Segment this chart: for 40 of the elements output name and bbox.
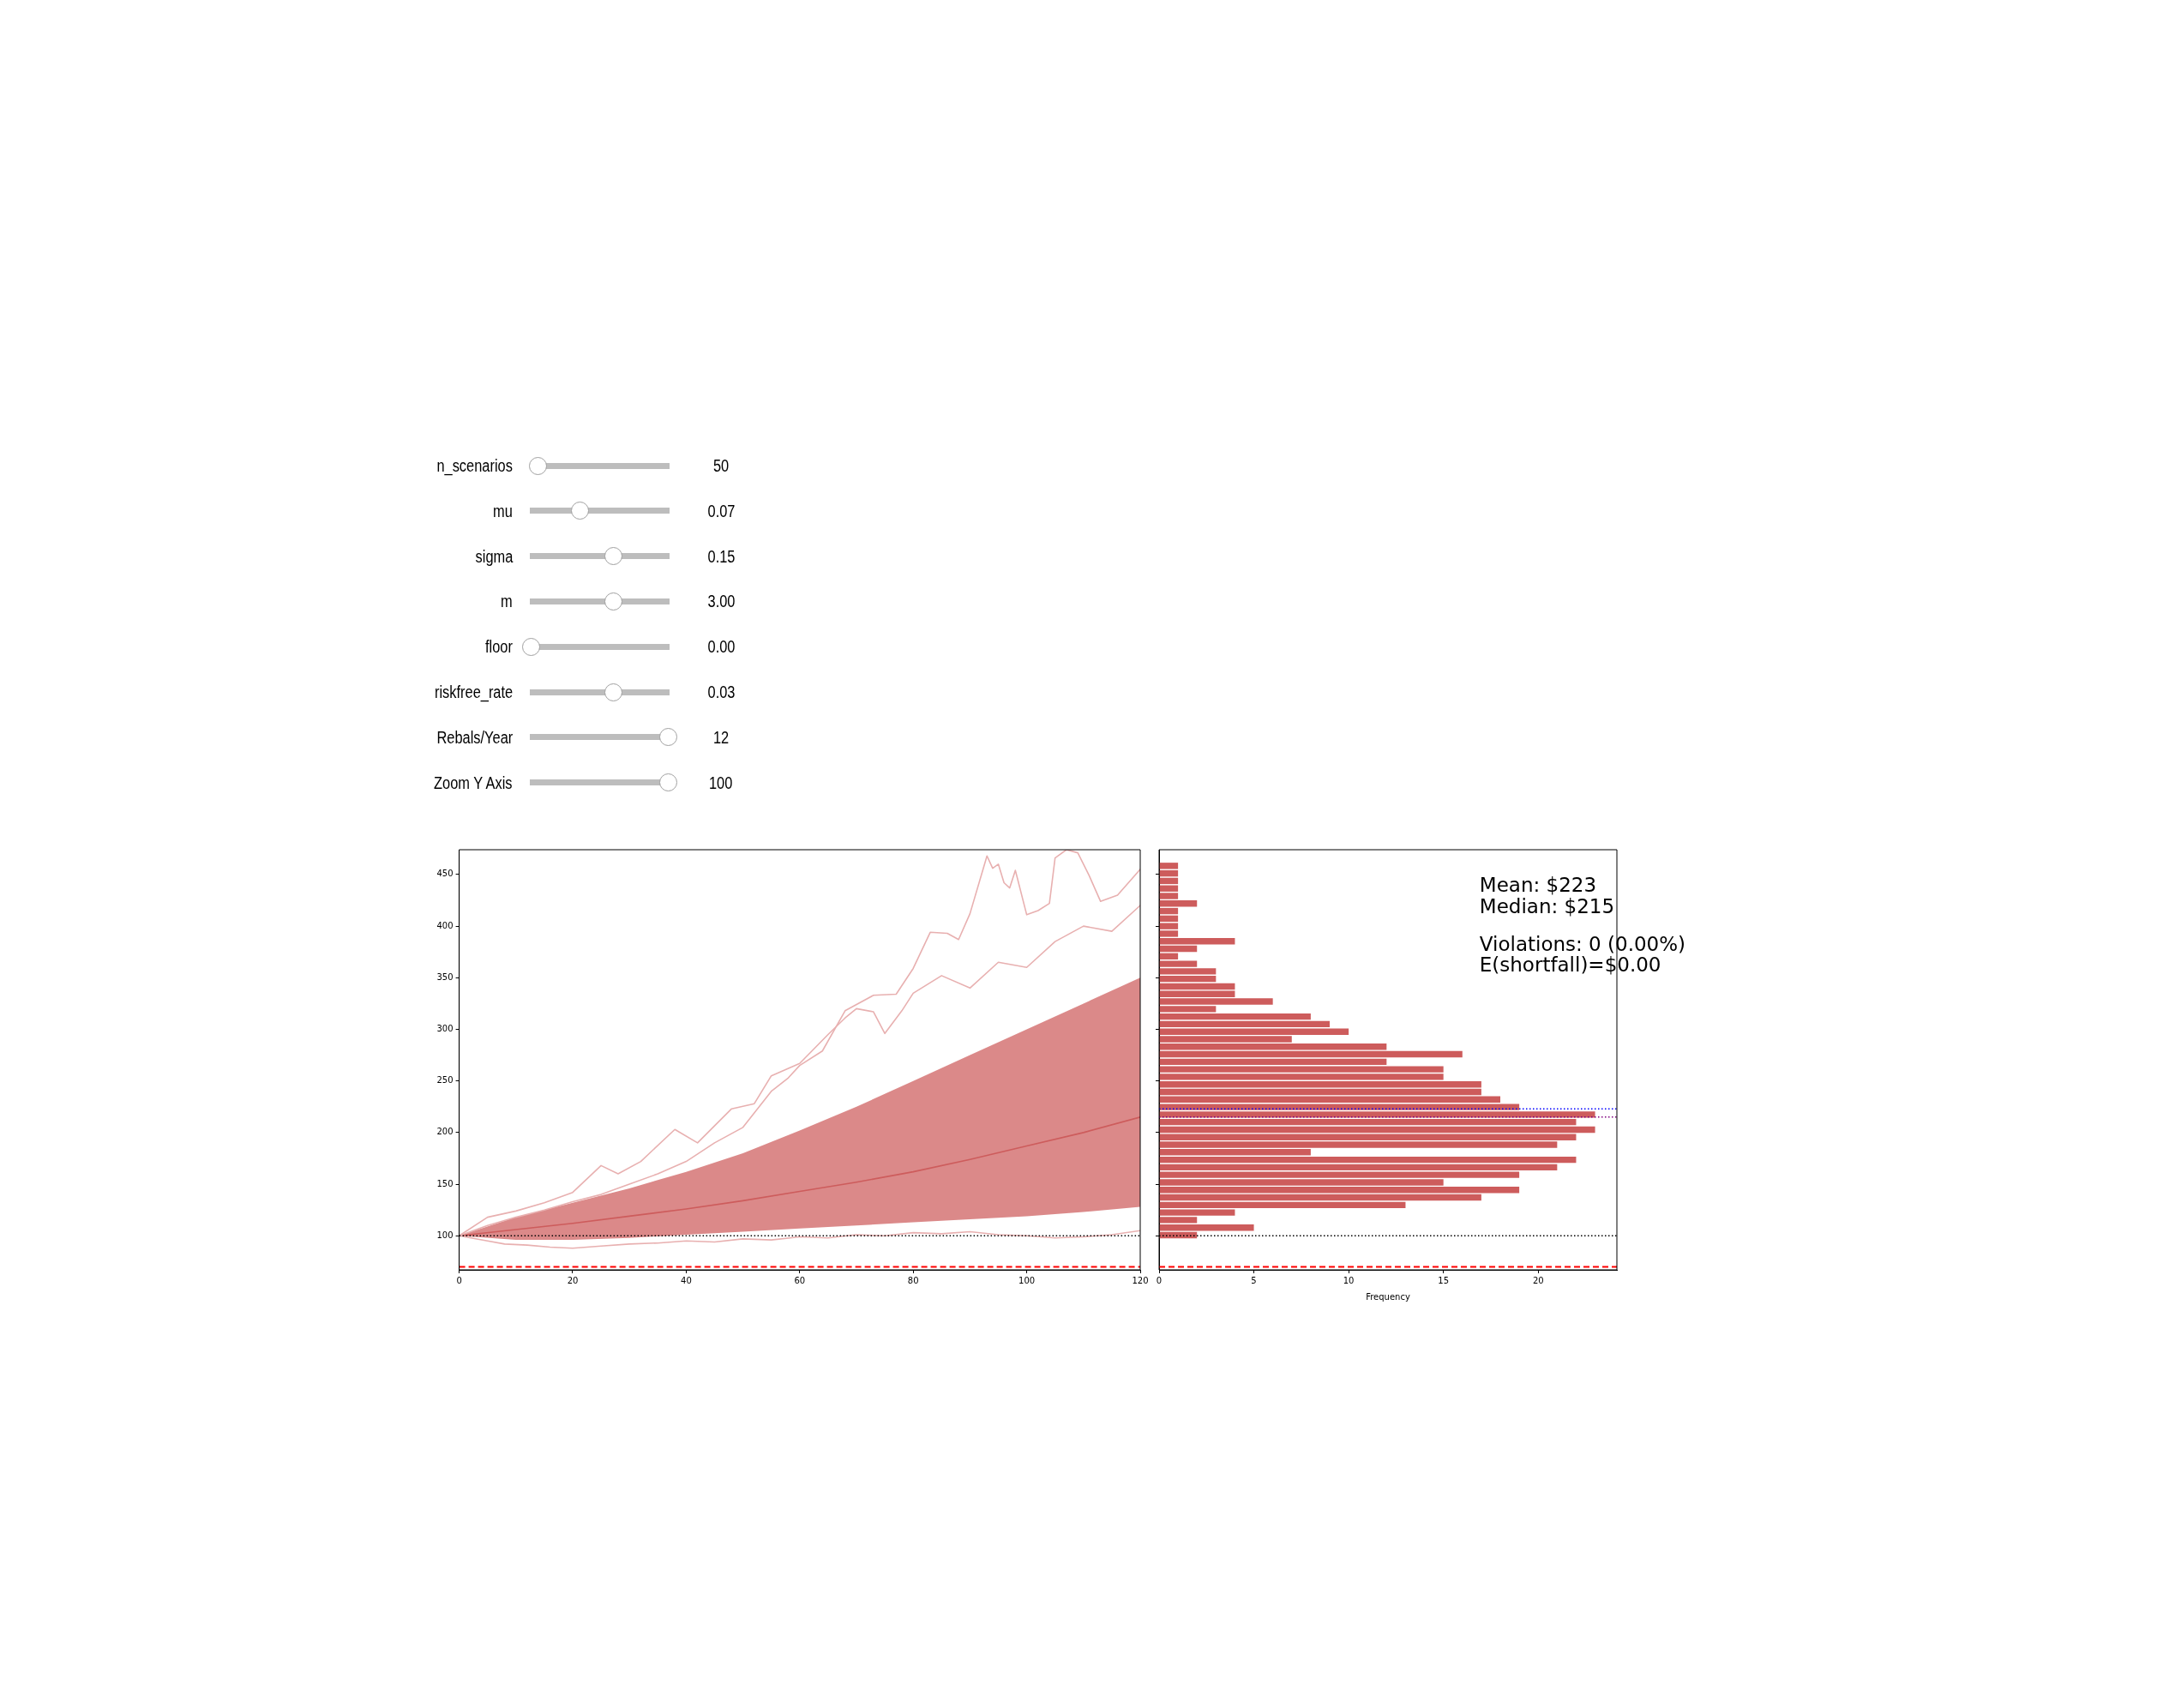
x-tick-label: 120	[1132, 1275, 1149, 1285]
x-tick-label: 0	[1156, 1275, 1163, 1285]
category-label: Rebals/Year	[436, 727, 513, 747]
x-tick-label: 20	[1532, 1275, 1544, 1285]
x-tick-label: 0	[456, 1275, 462, 1285]
x-tick-label: 60	[794, 1275, 806, 1285]
x-tick-label: 80	[907, 1275, 919, 1285]
text: 0.07	[707, 501, 735, 520]
x-tick-label: 15	[1438, 1275, 1450, 1285]
category-label: n_scenarios	[436, 456, 513, 475]
text: 3.00	[707, 592, 735, 611]
y-tick-label: 150	[436, 1178, 454, 1188]
annotation: Median: $215	[1479, 894, 1615, 917]
category-label: Zoom Y Axis	[434, 773, 513, 792]
text: 0.15	[707, 546, 735, 566]
x-tick-label: 40	[681, 1275, 692, 1285]
text: 0.03	[707, 683, 735, 701]
text: 100	[709, 773, 733, 792]
text: 50	[712, 456, 730, 475]
x-tick-label: 5	[1251, 1275, 1257, 1285]
y-tick-label: 100	[436, 1230, 454, 1240]
y-tick-label: 450	[436, 869, 454, 879]
annotation: Violations: 0 (0.00%) E(shortfall)=$0.00	[1479, 933, 1686, 977]
x-tick-label: 10	[1343, 1275, 1355, 1285]
category-label: m	[501, 592, 513, 611]
category-label: floor	[485, 637, 513, 657]
y-tick-label: 300	[436, 1024, 454, 1034]
y-tick-label: 200	[436, 1127, 454, 1137]
text: 0.00	[707, 637, 735, 657]
y-tick-label: 400	[436, 920, 454, 930]
category-label: sigma	[475, 546, 513, 566]
x-tick-label: 100	[1018, 1275, 1036, 1285]
x-tick-label: 20	[567, 1275, 579, 1285]
y-tick-label: 350	[436, 971, 454, 982]
category-label: mu	[493, 501, 513, 520]
x-axis-title: Frequency	[1366, 1291, 1410, 1302]
text: 12	[712, 727, 730, 747]
category-label: riskfree_rate	[434, 683, 513, 701]
y-tick-label: 250	[436, 1075, 454, 1086]
annotation: Mean: $223	[1479, 874, 1597, 896]
